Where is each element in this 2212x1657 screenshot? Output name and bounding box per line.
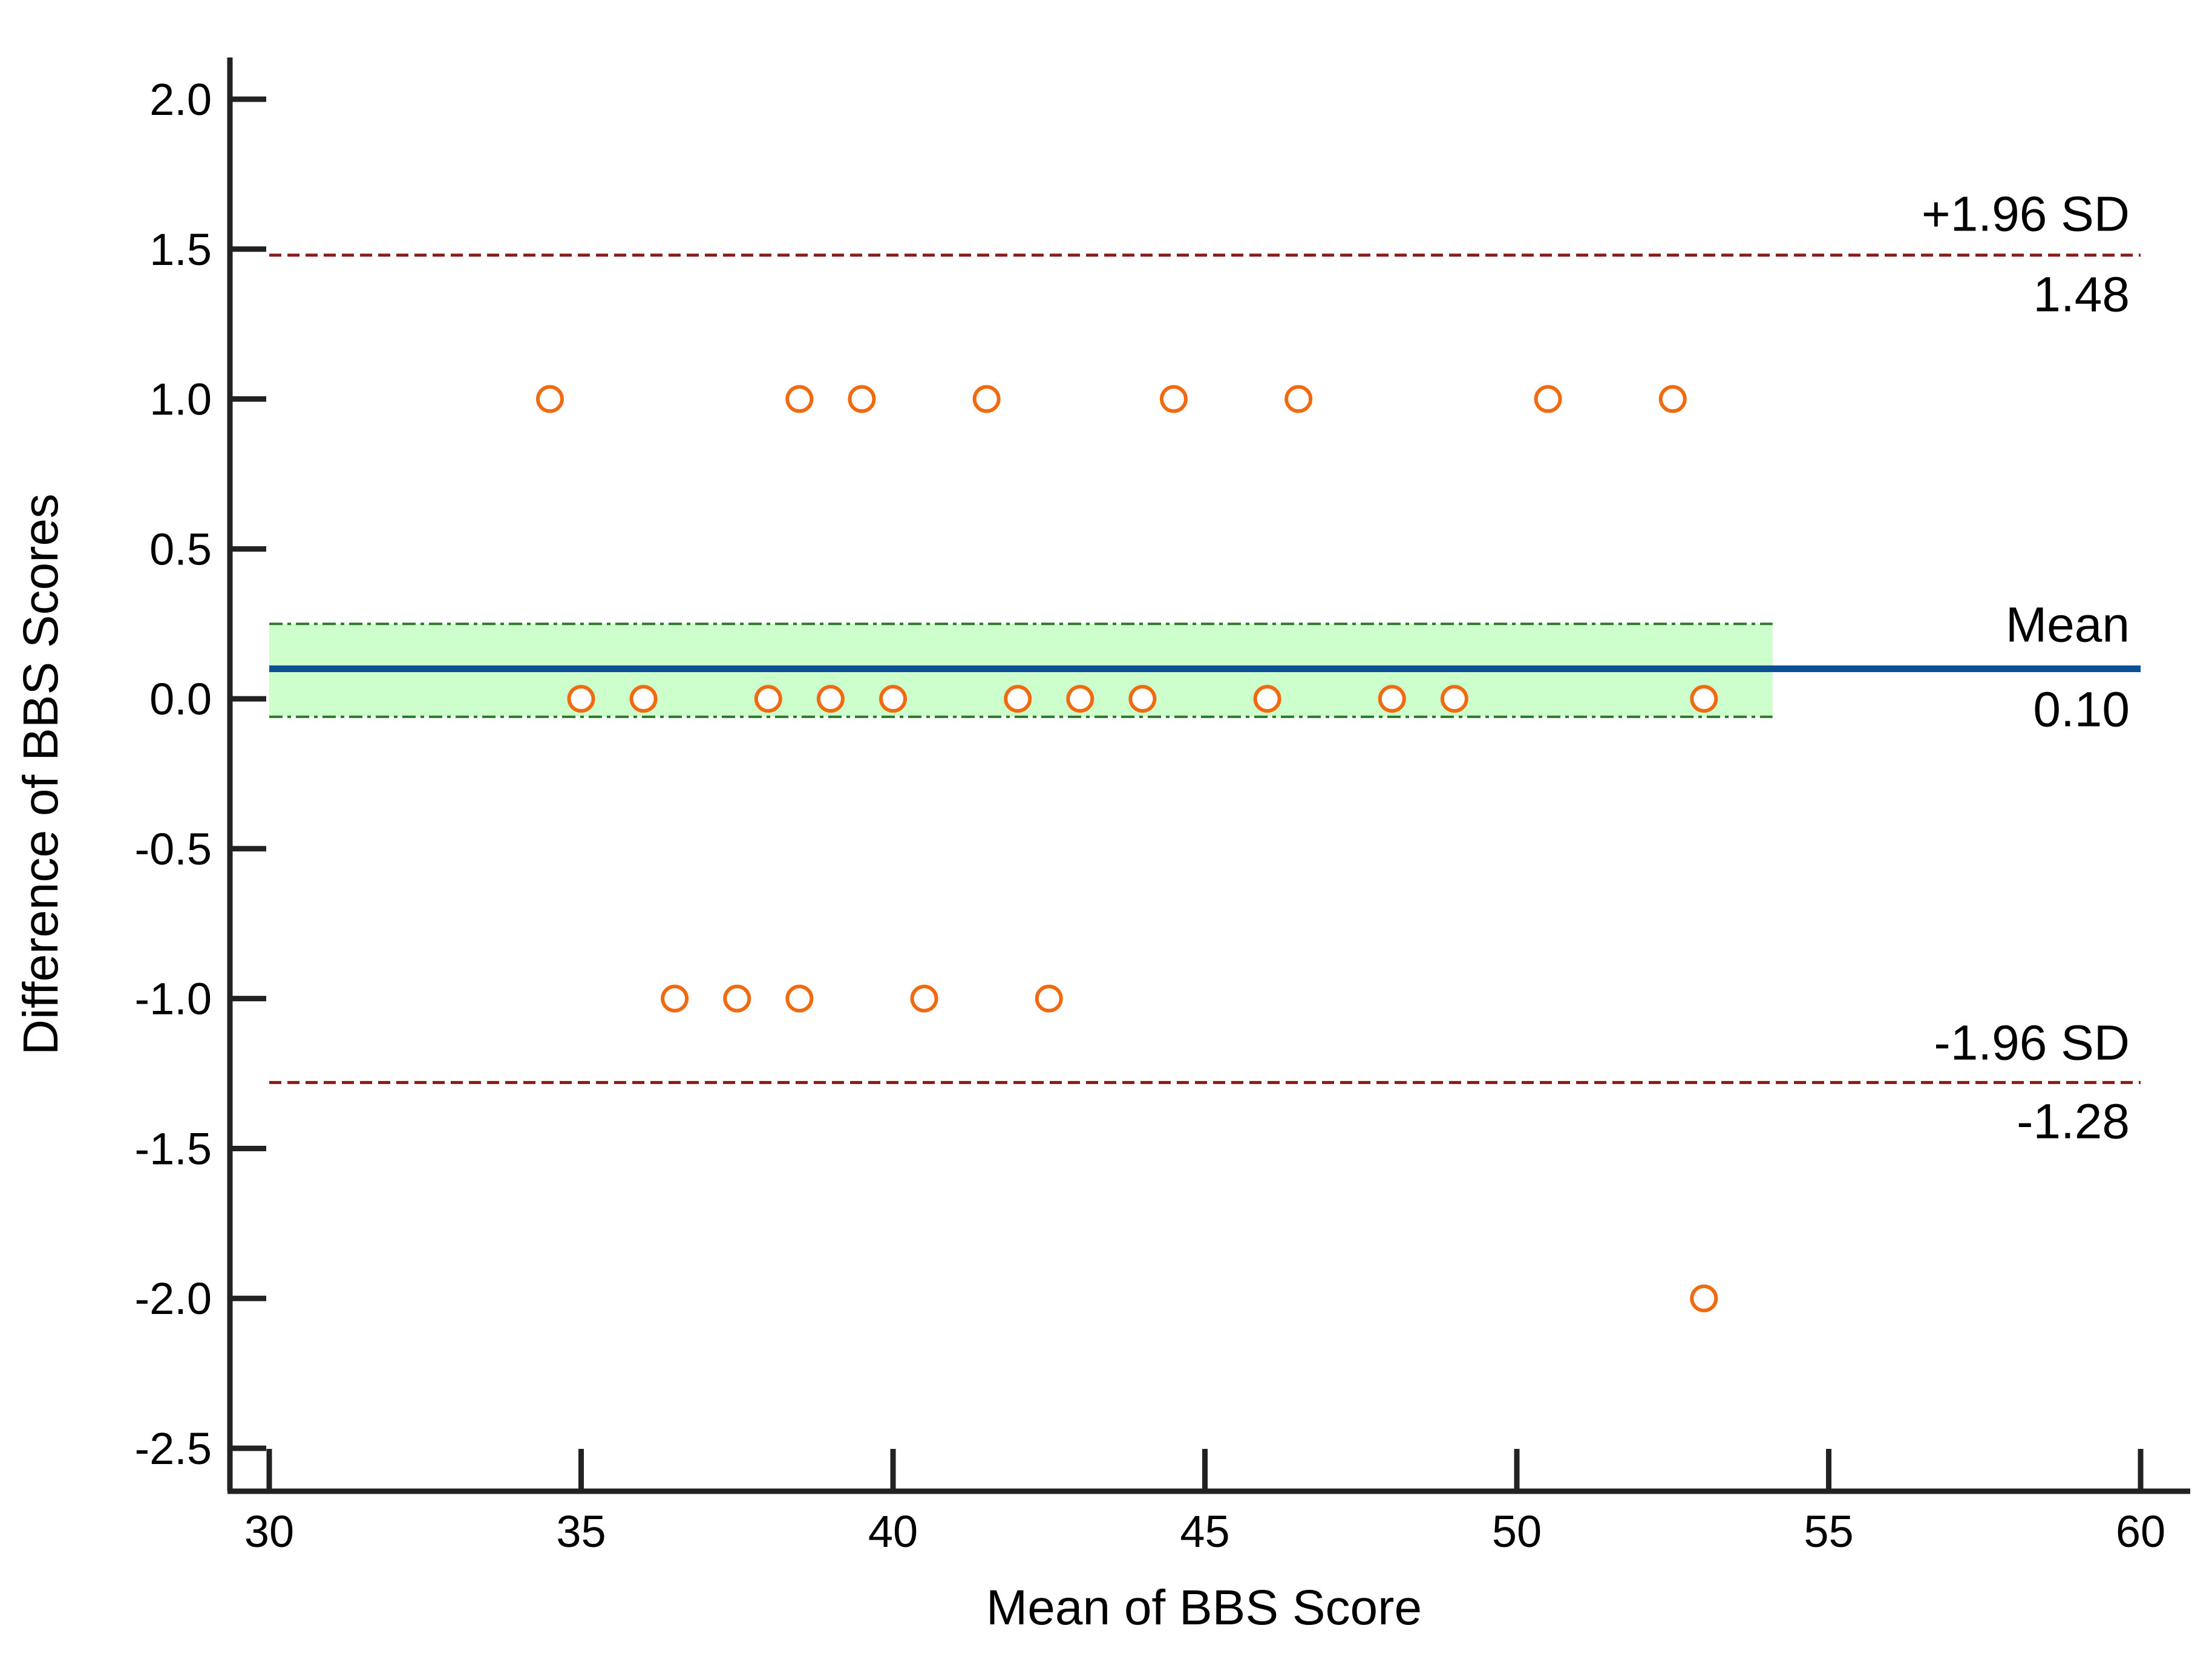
data-point	[1035, 984, 1063, 1013]
lower-loa-value: -1.28	[2017, 1094, 2130, 1149]
y-tick-label: -0.5	[134, 824, 212, 874]
x-axis-title: Mean of BBS Score	[986, 1580, 1422, 1635]
y-tick-label: -2.0	[134, 1273, 212, 1324]
data-point	[723, 984, 751, 1013]
data-point	[1128, 685, 1157, 713]
x-tick-label: 40	[868, 1506, 918, 1557]
data-point	[816, 685, 845, 713]
y-axis: 2.0 1.5 1.0 0.5 0.0 -0.5 -1.0 -1.5 -2.0 -2.5	[134, 57, 266, 1491]
data-point	[1004, 685, 1032, 713]
data-point	[1253, 685, 1281, 713]
data-point	[661, 984, 689, 1013]
data-point	[1284, 385, 1313, 413]
y-tick-label: -1.5	[134, 1123, 212, 1174]
lower-loa-label: -1.96 SD	[1934, 1015, 2130, 1070]
y-tick-label: 0.0	[149, 674, 212, 724]
y-tick-label: -2.5	[134, 1423, 212, 1474]
data-point	[1159, 385, 1188, 413]
data-point	[1440, 685, 1468, 713]
data-point	[1690, 685, 1718, 713]
y-axis-title: Difference of BBS Scores	[13, 494, 68, 1055]
y-tick-label: 1.5	[149, 224, 212, 275]
data-point	[1066, 685, 1095, 713]
data-point	[972, 385, 1001, 413]
mean-label: Mean	[2006, 598, 2130, 653]
data-point	[1534, 385, 1562, 413]
x-tick-label: 45	[1180, 1506, 1229, 1557]
y-tick-label: 0.5	[149, 524, 212, 574]
data-point	[754, 685, 782, 713]
data-point	[1658, 385, 1687, 413]
data-point	[848, 385, 876, 413]
x-axis: 30 35 40 45 50 55 60	[227, 1449, 2190, 1557]
x-tick-label: 55	[1804, 1506, 1853, 1557]
data-point	[535, 385, 564, 413]
x-tick-label: 30	[244, 1506, 294, 1557]
y-tick-label: 1.0	[149, 374, 212, 425]
y-tick-label: 2.0	[149, 74, 212, 125]
upper-loa-value: 1.48	[2033, 267, 2130, 322]
data-point	[785, 984, 814, 1013]
data-point	[629, 685, 658, 713]
x-tick-label: 60	[2116, 1506, 2165, 1557]
x-tick-label: 35	[556, 1506, 606, 1557]
data-point	[1690, 1284, 1718, 1313]
y-tick-label: -1.0	[134, 974, 212, 1024]
data-points	[535, 385, 1718, 1313]
mean-value: 0.10	[2033, 682, 2130, 737]
data-point	[567, 685, 595, 713]
data-point	[785, 385, 814, 413]
data-point	[910, 984, 938, 1013]
x-tick-label: 50	[1492, 1506, 1542, 1557]
data-point	[879, 685, 907, 713]
data-point	[1378, 685, 1406, 713]
upper-loa-label: +1.96 SD	[1922, 187, 2130, 242]
